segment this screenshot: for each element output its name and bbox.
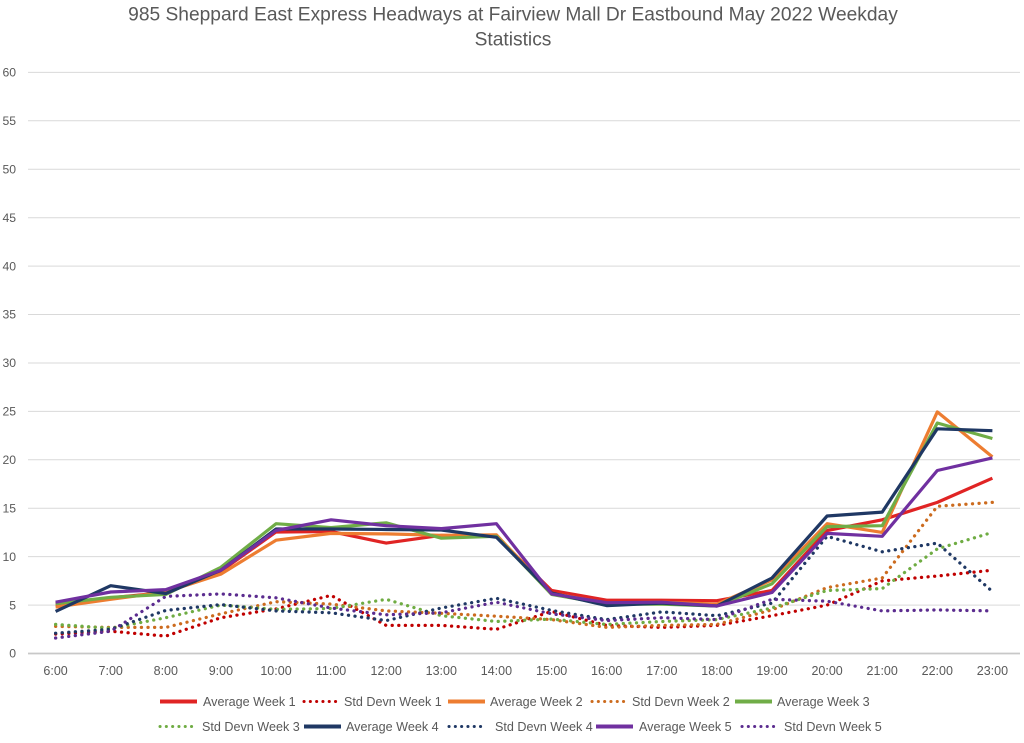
svg-text:12:00: 12:00 [371,664,402,678]
svg-text:23:00: 23:00 [977,664,1008,678]
svg-text:13:00: 13:00 [426,664,457,678]
svg-text:15:00: 15:00 [536,664,567,678]
svg-text:15: 15 [2,501,16,515]
svg-text:7:00: 7:00 [99,664,123,678]
svg-text:Average Week 2: Average Week 2 [490,695,583,709]
svg-text:25: 25 [2,405,16,419]
svg-text:17:00: 17:00 [646,664,677,678]
svg-text:40: 40 [2,259,16,273]
svg-text:60: 60 [2,66,16,80]
svg-text:55: 55 [2,114,16,128]
svg-text:Std Devn Week 2: Std Devn Week 2 [632,695,730,709]
svg-text:22:00: 22:00 [922,664,953,678]
svg-text:20:00: 20:00 [811,664,842,678]
svg-text:20: 20 [2,453,16,467]
svg-text:5: 5 [9,598,16,612]
svg-text:Std Devn Week 5: Std Devn Week 5 [784,720,882,734]
svg-text:Average Week 1: Average Week 1 [203,695,296,709]
svg-text:8:00: 8:00 [154,664,178,678]
svg-text:11:00: 11:00 [316,664,346,678]
svg-text:Average Week 4: Average Week 4 [346,720,439,734]
svg-text:9:00: 9:00 [209,664,233,678]
svg-text:35: 35 [2,308,16,322]
svg-text:10:00: 10:00 [260,664,291,678]
svg-text:30: 30 [2,356,16,370]
svg-text:Std Devn Week 3: Std Devn Week 3 [202,720,300,734]
svg-text:Average Week 5: Average Week 5 [639,720,732,734]
svg-text:10: 10 [2,550,16,564]
svg-text:14:00: 14:00 [481,664,512,678]
svg-text:21:00: 21:00 [867,664,898,678]
svg-text:19:00: 19:00 [756,664,787,678]
svg-text:Std Devn Week 1: Std Devn Week 1 [344,695,442,709]
svg-text:6:00: 6:00 [43,664,67,678]
svg-text:45: 45 [2,211,16,225]
svg-text:50: 50 [2,163,16,177]
svg-text:Average Week 3: Average Week 3 [777,695,870,709]
svg-text:Std Devn Week 4: Std Devn Week 4 [495,720,593,734]
svg-text:Statistics: Statistics [475,30,552,51]
svg-text:18:00: 18:00 [701,664,732,678]
svg-text:985 Sheppard East Express Head: 985 Sheppard East Express Headways at Fa… [128,4,898,25]
svg-text:16:00: 16:00 [591,664,622,678]
svg-text:0: 0 [9,647,16,661]
